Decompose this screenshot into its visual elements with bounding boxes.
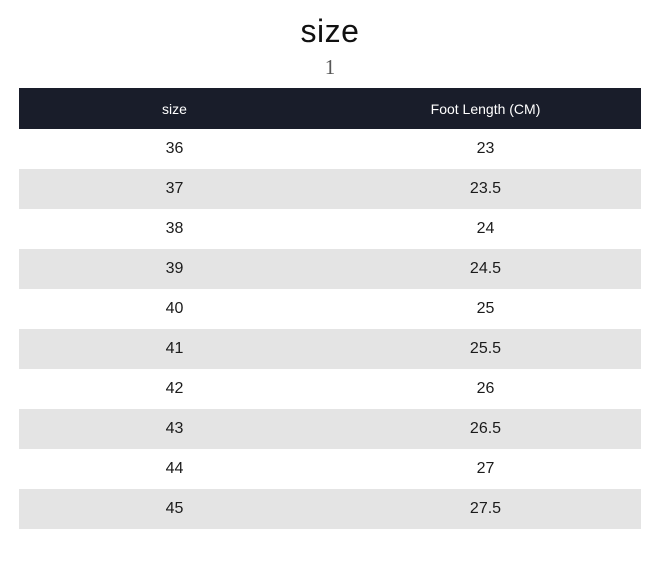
- size-cell: 45: [19, 489, 330, 530]
- table-header-row: size Foot Length (CM): [19, 88, 641, 130]
- size-cell: 38: [19, 209, 330, 250]
- size-cell: 39: [19, 249, 330, 290]
- page-subtitle: 1: [324, 55, 336, 79]
- table-body: 36 23 37 23.5 38 24 39 24.5 40 25 41 25.5 42 26 43 26.5…: [19, 129, 641, 530]
- foot-length-cell: 24.5: [330, 249, 641, 290]
- size-cell: 41: [19, 329, 330, 370]
- column-header-size: size: [19, 88, 330, 130]
- foot-length-cell: 23: [330, 129, 641, 170]
- size-cell: 42: [19, 369, 330, 410]
- table-row: 44 27: [19, 449, 641, 490]
- table-row: 37 23.5: [19, 169, 641, 210]
- foot-length-cell: 25.5: [330, 329, 641, 370]
- size-chart-page: size 1 size Foot Length (CM) 36 23 37 23.5 3…: [0, 11, 660, 530]
- table-row: 41 25.5: [19, 329, 641, 370]
- foot-length-cell: 26: [330, 369, 641, 410]
- table-row: 36 23: [19, 129, 641, 170]
- table-row: 38 24: [19, 209, 641, 250]
- foot-length-cell: 25: [330, 289, 641, 330]
- column-header-foot-length: Foot Length (CM): [330, 88, 641, 130]
- table-header: size Foot Length (CM): [19, 88, 641, 130]
- size-cell: 43: [19, 409, 330, 450]
- table-row: 39 24.5: [19, 249, 641, 290]
- foot-length-cell: 24: [330, 209, 641, 250]
- size-cell: 37: [19, 169, 330, 210]
- size-cell: 40: [19, 289, 330, 330]
- foot-length-cell: 27: [330, 449, 641, 490]
- table-row: 45 27.5: [19, 489, 641, 530]
- foot-length-cell: 26.5: [330, 409, 641, 450]
- foot-length-cell: 27.5: [330, 489, 641, 530]
- foot-length-cell: 23.5: [330, 169, 641, 210]
- table-row: 43 26.5: [19, 409, 641, 450]
- size-cell: 36: [19, 129, 330, 170]
- size-table: size Foot Length (CM) 36 23 37 23.5 38 24 39 24…: [19, 88, 641, 530]
- page-title: size: [300, 13, 360, 49]
- table-row: 40 25: [19, 289, 641, 330]
- table-row: 42 26: [19, 369, 641, 410]
- size-cell: 44: [19, 449, 330, 490]
